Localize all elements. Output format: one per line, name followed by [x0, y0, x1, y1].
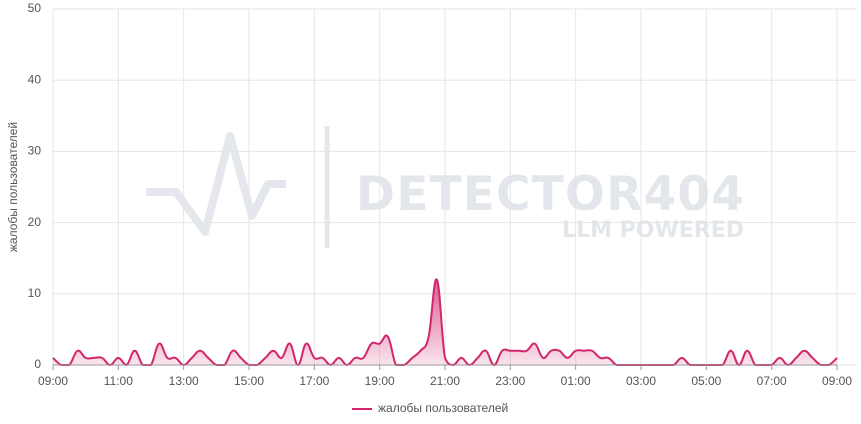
y-tick-label: 20	[28, 215, 42, 229]
x-tick-label: 23:00	[495, 374, 525, 388]
x-tick-label: 07:00	[757, 374, 787, 388]
x-tick-label: 03:00	[626, 374, 656, 388]
x-tick-label: 09:00	[38, 374, 68, 388]
x-tick-label: 01:00	[561, 374, 591, 388]
y-tick-label: 50	[28, 1, 42, 15]
x-tick-label: 09:00	[822, 374, 852, 388]
y-tick-label: 10	[28, 286, 42, 300]
watermark: DETECTOR404 LLM POWERED	[146, 126, 744, 248]
x-tick-label: 17:00	[299, 374, 329, 388]
x-tick-label: 15:00	[234, 374, 264, 388]
y-axis-label: жалобы пользователей	[6, 122, 20, 252]
y-tick-label: 40	[28, 72, 42, 86]
x-tick-label: 21:00	[430, 374, 460, 388]
x-tick-label: 05:00	[691, 374, 721, 388]
grid	[52, 8, 857, 366]
y-tick-label: 30	[28, 144, 42, 158]
watermark-logo	[146, 132, 286, 236]
x-tick-label: 11:00	[104, 374, 133, 388]
x-tick-label: 19:00	[365, 374, 395, 388]
watermark-tagline: LLM POWERED	[562, 218, 744, 243]
y-tick-label: 0	[34, 357, 41, 371]
legend: жалобы пользователей	[352, 401, 508, 415]
legend-label: жалобы пользователей	[378, 401, 508, 415]
x-tick-label: 13:00	[169, 374, 199, 388]
watermark-name: DETECTOR404	[356, 167, 744, 222]
